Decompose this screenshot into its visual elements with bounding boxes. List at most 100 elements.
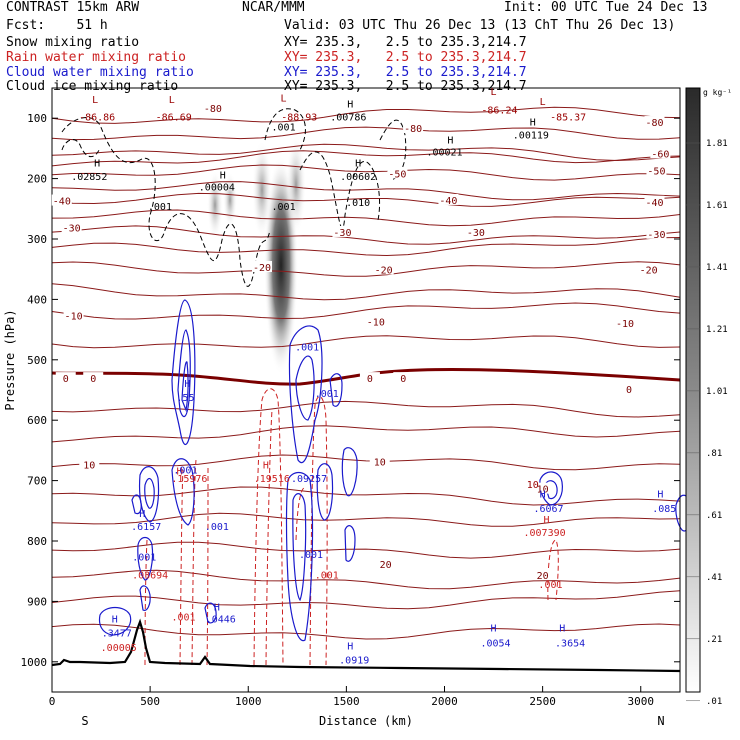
isotherm-label: -40 <box>439 196 457 207</box>
extremum-label: H <box>177 467 183 478</box>
extremum-label: H <box>220 171 226 182</box>
y-tick-label: 1000 <box>21 656 48 669</box>
extremum-label: .007390 <box>524 528 566 539</box>
field-label-snow: Snow mixing ratio <box>6 35 140 50</box>
isotherm-label: -80 <box>645 118 663 129</box>
freezing-level-line <box>51 367 681 386</box>
extremum-label: .00602 <box>340 172 376 183</box>
isotherm-label: 0 <box>400 374 406 385</box>
isotherm-label: -20 <box>640 265 658 276</box>
extremum-label: .00786 <box>330 113 366 124</box>
extremum-label: L <box>169 95 175 106</box>
extremum-label: .00119 <box>513 131 549 142</box>
colorbar-label: .41 <box>706 573 722 583</box>
isotherm-label: -30 <box>63 224 81 235</box>
isotherm-label-bg <box>79 458 100 470</box>
extremum-label: -85.37 <box>550 113 586 124</box>
isotherm-label: -20 <box>253 263 271 274</box>
isotherm-line <box>51 164 681 181</box>
extremum-label: L <box>281 93 287 104</box>
extremum-label: .00021 <box>426 148 462 159</box>
south-label: S <box>81 714 88 728</box>
field-xy-cloud-ice: XY= 235.3, 2.5 to 235.3,214.7 <box>284 79 527 94</box>
colorbar-label: 1.61 <box>706 201 728 211</box>
x-tick-label: 0 <box>49 695 56 708</box>
isotherm-line <box>51 106 681 124</box>
temperature-contours <box>51 106 681 640</box>
isotherm-label-bg <box>61 221 82 233</box>
x-axis-label: Distance (km) <box>319 714 413 728</box>
y-axis-label: Pressure (hPa) <box>3 309 17 410</box>
extremum-label: .085 <box>652 504 676 515</box>
isotherm-line <box>51 192 681 207</box>
isotherm-label-bg <box>615 317 636 329</box>
isotherm-label-bg <box>365 315 386 327</box>
extremum-label: 10 <box>527 480 539 491</box>
extremum-label: H <box>347 99 353 110</box>
extremum-label: H <box>347 642 353 653</box>
isotherm-line <box>51 335 681 349</box>
colorbar-label: 1.41 <box>706 263 728 273</box>
y-tick-label: 800 <box>27 535 47 548</box>
isotherm-label: 0 <box>90 374 96 385</box>
extremum-label: .001 <box>171 613 195 624</box>
x-tick-label: 3000 <box>628 695 655 708</box>
forecast-hour: Fcst: 51 h <box>6 18 108 33</box>
x-tick-label: 2000 <box>431 695 458 708</box>
field-label-cloud-water: Cloud water mixing ratio <box>6 65 194 80</box>
isotherm-label: 10 <box>374 457 386 468</box>
isotherm-label-bg <box>375 558 396 570</box>
isotherm-label: -80 <box>204 104 222 115</box>
isotherm-line <box>51 486 681 506</box>
extremum-label: L <box>540 97 546 108</box>
extremum-label: .00005 <box>101 643 137 654</box>
isotherm-label: -50 <box>647 166 665 177</box>
isotherm-label-bg <box>359 372 380 384</box>
extremum-label: H <box>530 117 536 128</box>
extremum-label: .09257 <box>291 474 327 485</box>
isotherm-label: -40 <box>53 197 71 208</box>
extremum-label: H <box>657 490 663 501</box>
isotherm-label: -10 <box>65 311 83 322</box>
isotherm-line <box>51 569 681 590</box>
colorbar-label: .81 <box>706 449 722 459</box>
isotherm-label-bg <box>55 372 76 384</box>
isotherm-label: 0 <box>63 374 69 385</box>
isotherm-line <box>51 143 681 162</box>
isotherm-label-bg <box>638 263 659 275</box>
isotherm-label-bg <box>646 227 667 239</box>
isotherm-label: -30 <box>467 228 485 239</box>
isotherm-label: -80 <box>404 124 422 135</box>
extremum-label: .001 <box>173 465 197 476</box>
extremum-label: .001 <box>538 580 562 591</box>
extremum-label: -86.69 <box>156 113 192 124</box>
extremum-label: .03694 <box>132 570 168 581</box>
y-tick-label: 900 <box>27 595 47 608</box>
isotherm-label: 0 <box>626 385 632 396</box>
colorbar-label: 1.81 <box>706 139 728 149</box>
extremum-label: .3654 <box>555 639 585 650</box>
extremum-label: H <box>447 136 453 147</box>
field-xy-cloud-water: XY= 235.3, 2.5 to 235.3,214.7 <box>284 65 527 80</box>
extremum-label: .3477 <box>102 628 132 639</box>
north-label: N <box>657 714 664 728</box>
extremum-label: H <box>214 602 220 613</box>
isotherm-label: -40 <box>645 198 663 209</box>
isotherm-label-bg <box>650 147 671 159</box>
field-label-cloud-ice: Cloud ice mixing ratio <box>6 79 179 94</box>
plot-frame <box>51 87 681 693</box>
cloud-water-contours <box>98 299 692 642</box>
isotherm-label-bg <box>369 455 390 467</box>
colorbar-label: .21 <box>706 635 722 645</box>
colorbar-unit: g kg⁻¹ <box>703 88 732 97</box>
isotherm-label: -50 <box>388 169 406 180</box>
y-tick-label: 400 <box>27 293 47 306</box>
colorbar-bar <box>685 87 701 693</box>
isotherm-label-bg <box>644 116 665 128</box>
extremum-label: H <box>491 624 497 635</box>
field-labels: -80 -80 -80 -60 -50 -50 -40 -40 -40 -30 -30 -30 -30 -… <box>51 87 676 667</box>
isotherm-line <box>51 209 681 227</box>
isotherm-label-bg <box>618 383 639 394</box>
